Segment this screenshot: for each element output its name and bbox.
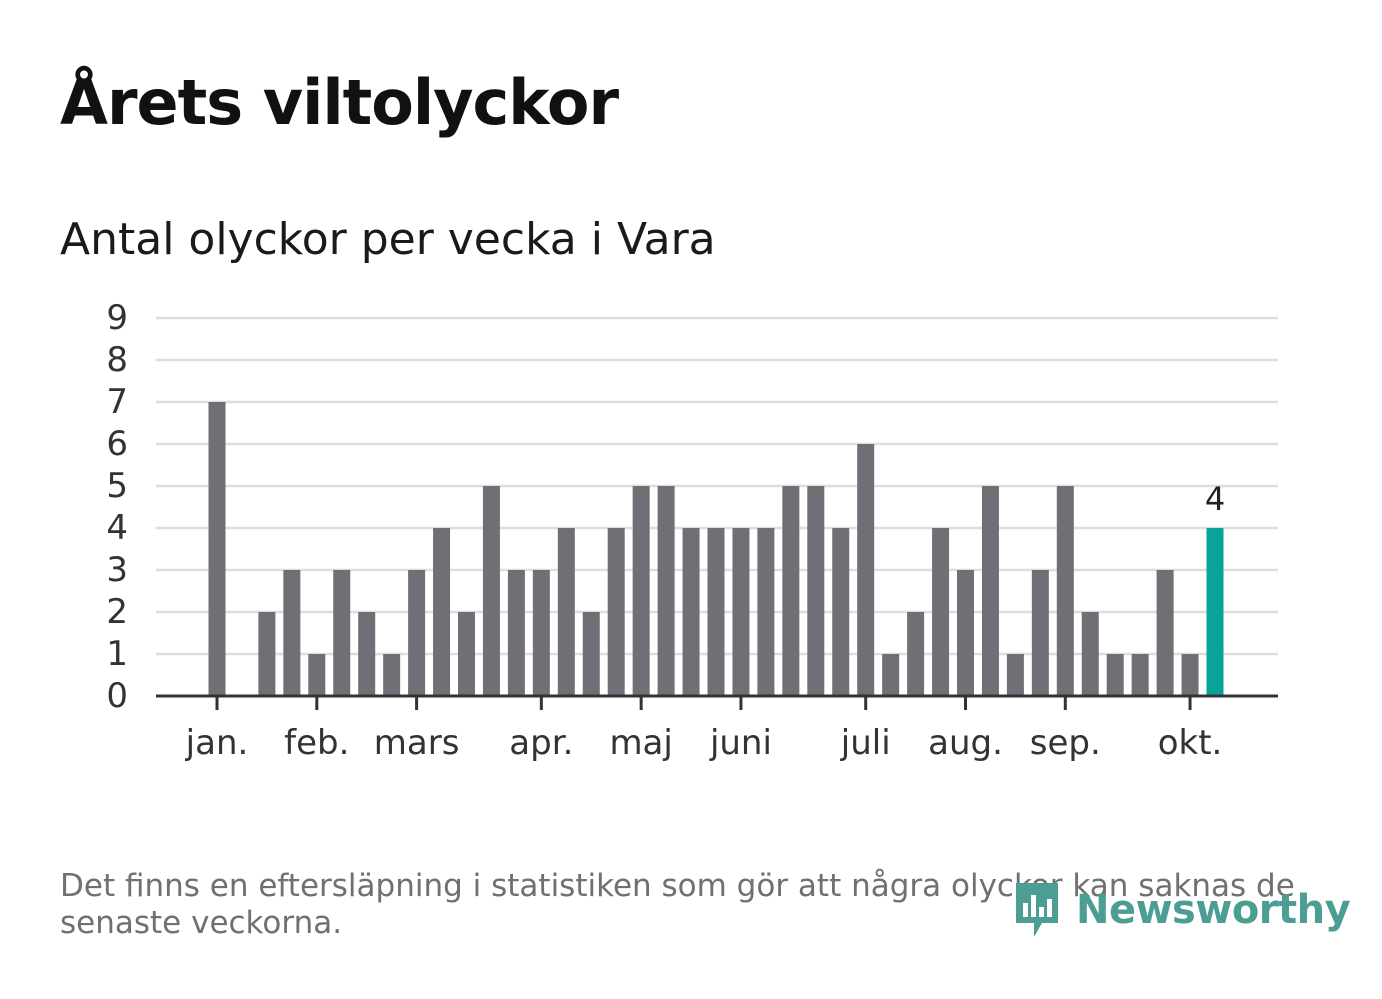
bar (807, 486, 825, 696)
x-tick-label: feb. (284, 723, 349, 763)
bar (383, 654, 401, 696)
x-tick-label: okt. (1158, 723, 1223, 763)
x-tick-label: mars (374, 723, 460, 763)
bar (208, 402, 226, 696)
y-tick-label: 9 (106, 298, 128, 338)
bar (682, 528, 700, 696)
bar (882, 654, 900, 696)
y-tick-label: 1 (106, 634, 128, 674)
bar (1131, 654, 1149, 696)
x-tick-label: sep. (1030, 723, 1101, 763)
bar (782, 486, 800, 696)
bar (907, 612, 925, 696)
x-tick-label: maj (609, 723, 672, 763)
bar (557, 528, 575, 696)
bar-value-label: 4 (1205, 480, 1225, 518)
bar (308, 654, 326, 696)
bar (408, 570, 426, 696)
bar-highlight (1206, 528, 1224, 696)
bar (932, 528, 950, 696)
y-tick-label: 5 (106, 466, 128, 506)
x-tick-label: juni (709, 723, 772, 763)
bar (957, 570, 974, 696)
y-tick-label: 4 (106, 508, 128, 548)
bar (482, 486, 500, 696)
x-tick-label: juli (840, 723, 891, 763)
bar (258, 612, 276, 696)
bar (333, 570, 351, 696)
bar (1156, 570, 1174, 696)
bar (458, 612, 475, 696)
bar (1081, 612, 1099, 696)
y-tick-label: 6 (106, 424, 128, 464)
bar (507, 570, 525, 696)
chart-title: Årets viltolyckor (60, 66, 619, 139)
x-tick-label: jan. (185, 723, 249, 763)
bar (707, 528, 725, 696)
footnote: Det finns en eftersläpning i statistiken… (60, 868, 1295, 941)
bar (757, 528, 775, 696)
bar (1056, 486, 1074, 696)
bar (981, 486, 999, 696)
bar (532, 570, 550, 696)
bar (857, 444, 875, 696)
x-tick-label: aug. (928, 723, 1003, 763)
bar (582, 612, 600, 696)
newsworthy-logo: Newsworthy (1012, 878, 1351, 942)
y-tick-label: 7 (106, 382, 128, 422)
bar (632, 486, 650, 696)
axes (156, 694, 1278, 710)
bars (208, 402, 1224, 696)
chart-subtitle: Antal olyckor per vecka i Vara (60, 214, 716, 265)
bar (433, 528, 451, 696)
y-tick-label: 2 (106, 592, 128, 632)
bar (1031, 570, 1049, 696)
bar (607, 528, 625, 696)
bar (1006, 654, 1024, 696)
bar (657, 486, 675, 696)
bar (1181, 654, 1199, 696)
newsworthy-logo-icon (1016, 883, 1058, 937)
x-tick-label: apr. (509, 723, 573, 763)
y-tick-label: 8 (106, 340, 128, 380)
bar (1106, 654, 1124, 696)
bar (358, 612, 376, 696)
y-tick-label: 0 (106, 676, 128, 716)
y-tick-label: 3 (106, 550, 128, 590)
bar (832, 528, 850, 696)
newsworthy-logo-text: Newsworthy (1076, 887, 1351, 933)
bar (732, 528, 750, 696)
bar (283, 570, 301, 696)
